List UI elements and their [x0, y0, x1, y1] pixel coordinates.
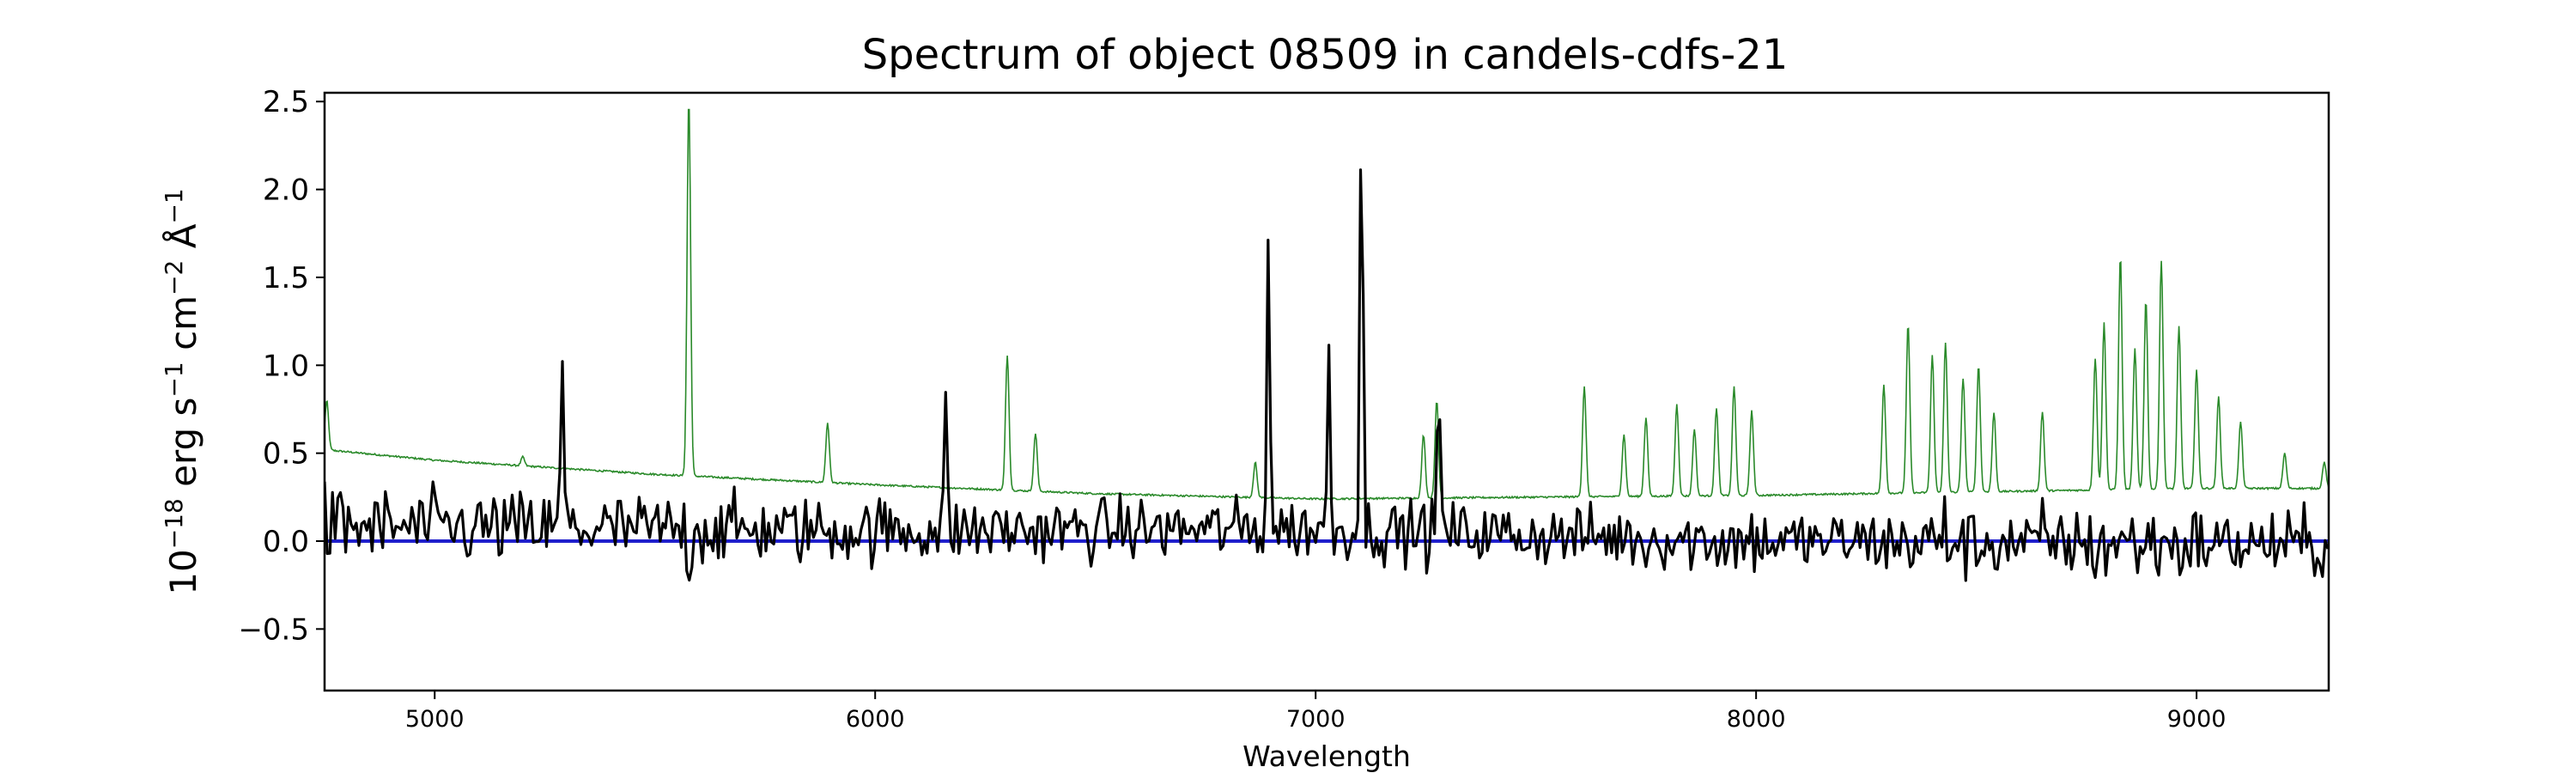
- x-axis-label: Wavelength: [1242, 740, 1411, 773]
- chart-title: Spectrum of object 08509 in candels-cdfs…: [862, 31, 1789, 79]
- x-tick-label: 8000: [1727, 706, 1786, 733]
- flux-spectrum-line: [325, 168, 2329, 582]
- y-tick-label: 1.0: [263, 349, 309, 383]
- x-tick-label: 5000: [405, 706, 465, 733]
- y-tick-label: 1.5: [263, 261, 309, 295]
- y-tick-label: −0.5: [238, 612, 309, 647]
- axes-frame: [323, 91, 2330, 692]
- y-tick-label: 0.0: [263, 525, 309, 559]
- y-axis-ticks: −0.5 0.0 0.5 1.0 1.5 2.0 2.5: [238, 85, 325, 647]
- y-axis-label: 10−18 erg s−1 cm−2 Å−1: [160, 188, 204, 594]
- x-axis-ticks: 5000 6000 7000 8000 9000: [405, 691, 2227, 733]
- x-tick-label: 9000: [2167, 706, 2227, 733]
- plot-area: [323, 91, 2330, 692]
- x-tick-label: 6000: [846, 706, 905, 733]
- y-tick-label: 0.5: [263, 437, 309, 472]
- y-tick-label: 2.5: [263, 85, 309, 119]
- x-tick-label: 7000: [1286, 706, 1346, 733]
- y-tick-label: 2.0: [263, 173, 309, 208]
